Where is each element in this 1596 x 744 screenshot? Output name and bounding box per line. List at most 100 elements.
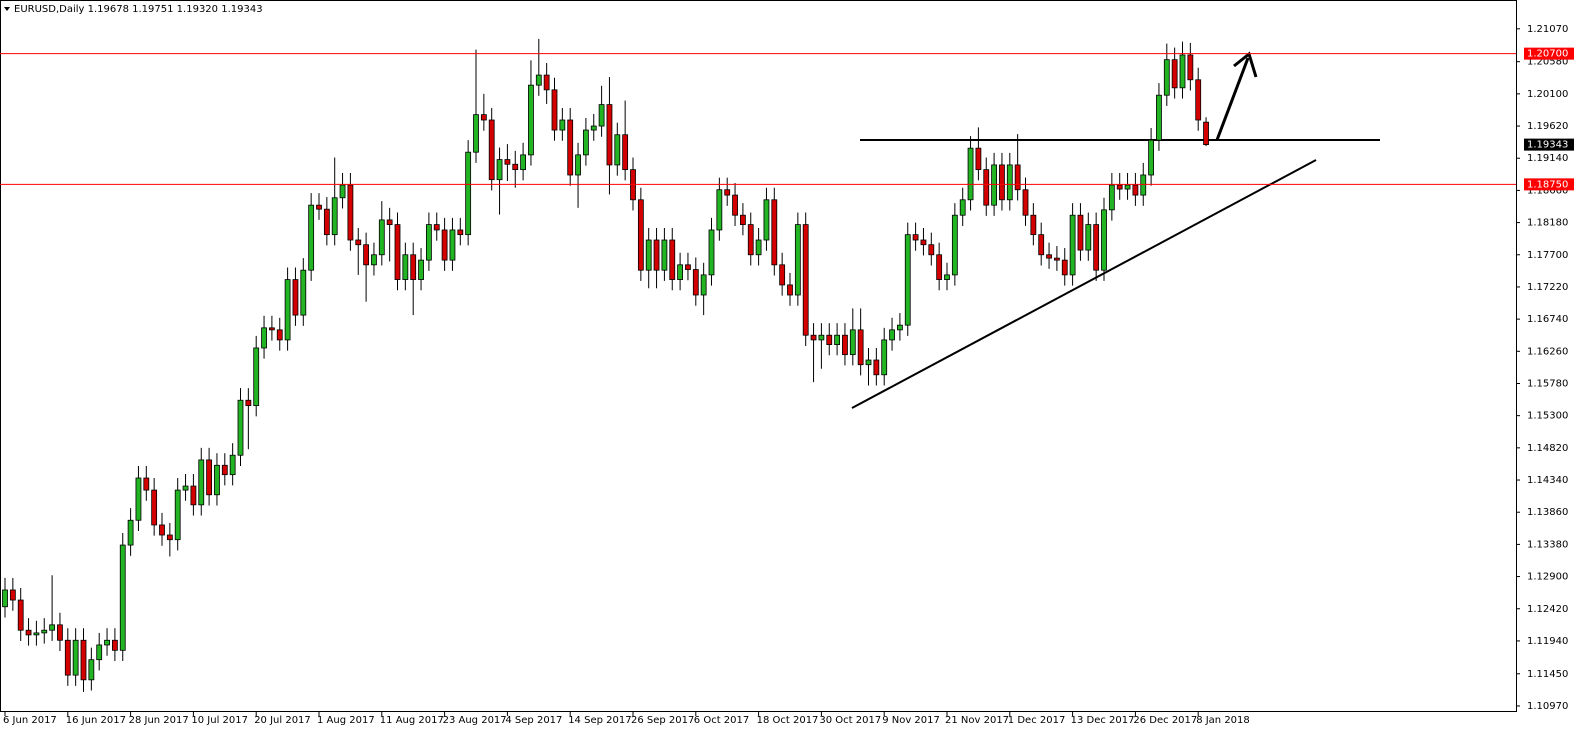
candle-body: [1179, 54, 1186, 89]
candle-body: [261, 327, 267, 349]
candle-body: [1203, 121, 1209, 146]
candle-body: [17, 599, 24, 631]
candle-body: [323, 208, 330, 236]
candle-body: [857, 329, 864, 366]
y-tick-label: 1.12900: [1527, 572, 1568, 583]
header-icon: [4, 7, 10, 11]
candle-body: [677, 264, 683, 280]
candle-body: [535, 74, 542, 86]
candle-body: [64, 639, 71, 676]
candle-body: [33, 632, 40, 636]
candle-body: [268, 327, 275, 331]
candle-body: [865, 359, 872, 366]
candle-body: [425, 224, 432, 261]
candle-body: [96, 644, 103, 661]
candle-body: [480, 114, 487, 121]
candle-body: [936, 254, 943, 280]
candle-body: [182, 485, 189, 491]
candle-body: [9, 589, 16, 601]
candle-body: [316, 204, 322, 210]
y-tick-label: 1.13860: [1527, 507, 1568, 518]
candle-body: [378, 219, 385, 256]
candle-body: [284, 279, 291, 341]
x-tick-label: 1 Aug 2017: [317, 715, 375, 726]
price-tag-label: 1.18750: [1527, 179, 1568, 190]
candle-body: [889, 329, 895, 341]
x-tick-label: 8 Jan 2018: [1196, 715, 1250, 726]
y-tick-label: 1.17220: [1527, 282, 1568, 293]
y-tick-label: 1.18180: [1527, 218, 1568, 229]
candle-body: [520, 154, 526, 171]
candle-body: [944, 274, 950, 280]
candle-body: [1085, 224, 1092, 251]
y-tick-label: 1.15780: [1527, 378, 1568, 389]
candle-body: [347, 184, 354, 241]
candle-body: [928, 244, 935, 256]
candle-body: [433, 224, 440, 231]
candle-body: [1030, 214, 1037, 236]
candle-body: [967, 147, 974, 201]
candle-body: [559, 119, 566, 131]
y-tick-label: 1.18660: [1527, 185, 1568, 196]
x-tick-label: 6 Jun 2017: [3, 715, 57, 726]
candle-body: [747, 224, 754, 256]
candle-body: [1116, 184, 1123, 190]
candle-body: [1022, 189, 1029, 216]
candle-body: [190, 485, 197, 506]
candle-body: [339, 184, 346, 199]
candle-body: [512, 163, 519, 171]
candle-body: [991, 164, 997, 206]
x-tick-label: 30 Oct 2017: [819, 715, 881, 726]
candle-body: [214, 464, 220, 496]
candle-body: [1171, 59, 1178, 89]
candle-body: [575, 154, 581, 176]
candle-body: [826, 334, 833, 346]
candle-body: [999, 164, 1005, 201]
x-tick-label: 28 Jun 2017: [129, 715, 189, 726]
candle-body: [229, 454, 236, 476]
candle-body: [1156, 94, 1162, 141]
candle-body: [1148, 139, 1154, 176]
candle-body: [394, 224, 401, 280]
x-tick-label: 26 Dec 2017: [1133, 715, 1197, 726]
candle-body: [151, 489, 158, 526]
candle-body: [449, 229, 456, 261]
candle-body: [1069, 214, 1076, 276]
x-tick-label: 10 Jul 2017: [191, 715, 248, 726]
x-tick-label: 16 Jun 2017: [66, 715, 126, 726]
candle-body: [912, 234, 919, 241]
candle-body: [473, 114, 479, 153]
candle-body: [237, 399, 244, 456]
candle-body: [1061, 259, 1068, 276]
candle-body: [245, 399, 252, 407]
candle-body: [637, 199, 644, 271]
candle-body: [614, 134, 621, 166]
y-tick-label: 1.16260: [1527, 346, 1568, 357]
y-tick-label: 1.14340: [1527, 475, 1568, 486]
candle-body: [2, 589, 8, 608]
price-tag: [1524, 47, 1574, 60]
candle-body: [80, 639, 87, 681]
x-tick-label: 9 Nov 2017: [882, 715, 940, 726]
x-tick-label: 20 Jul 2017: [254, 715, 311, 726]
y-tick-label: 1.10970: [1527, 701, 1568, 712]
candle-body: [1187, 54, 1194, 81]
y-tick-label: 1.17700: [1527, 250, 1568, 261]
y-tick-label: 1.11940: [1527, 636, 1568, 647]
candle-body: [669, 239, 676, 280]
plot-frame: [0, 0, 1517, 712]
candle-body: [331, 197, 338, 236]
candle-body: [253, 347, 260, 407]
candle-body: [740, 214, 746, 225]
candle-body: [410, 254, 417, 280]
candle-body: [1054, 257, 1060, 261]
candle-body: [457, 229, 464, 236]
candle-body: [198, 459, 205, 506]
price-tag: [1524, 178, 1574, 191]
candle-body: [732, 194, 738, 216]
candle-body: [567, 119, 574, 176]
candle-body: [159, 524, 165, 536]
y-tick-label: 1.13380: [1527, 539, 1568, 550]
candle-body: [371, 254, 377, 266]
candle-body: [763, 199, 770, 241]
